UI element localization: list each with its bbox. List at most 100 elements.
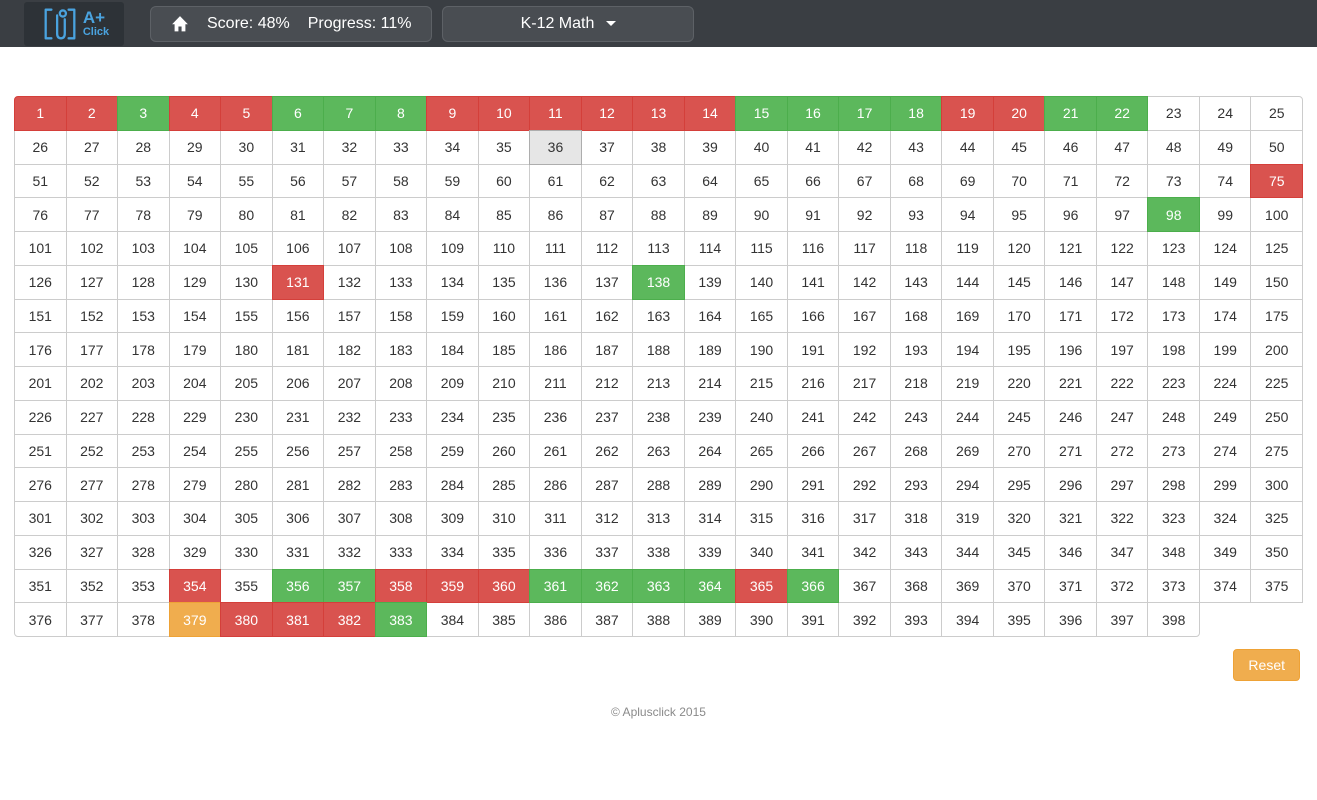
problem-cell[interactable]: 382: [323, 602, 376, 637]
problem-cell[interactable]: 395: [992, 602, 1046, 637]
problem-cell[interactable]: 276: [14, 467, 67, 502]
problem-cell[interactable]: 78: [117, 197, 170, 232]
problem-cell[interactable]: 223: [1147, 366, 1200, 401]
problem-cell[interactable]: 333: [374, 534, 428, 570]
problem-cell[interactable]: 264: [683, 433, 737, 469]
problem-cell[interactable]: 176: [14, 332, 67, 367]
problem-cell[interactable]: 148: [1147, 264, 1200, 300]
problem-cell[interactable]: 296: [1044, 467, 1097, 502]
problem-cell[interactable]: 294: [941, 467, 994, 502]
problem-cell[interactable]: 355: [220, 568, 273, 604]
problem-cell[interactable]: 127: [65, 264, 119, 300]
problem-cell[interactable]: 57: [323, 163, 376, 199]
problem-cell[interactable]: 371: [1044, 568, 1097, 604]
problem-cell[interactable]: 326: [14, 534, 67, 570]
problem-cell[interactable]: 141: [786, 264, 840, 300]
problem-cell[interactable]: 196: [1044, 332, 1097, 367]
problem-cell[interactable]: 301: [14, 501, 67, 536]
problem-cell[interactable]: 394: [941, 602, 994, 637]
problem-cell[interactable]: 45: [992, 129, 1046, 165]
problem-cell[interactable]: 139: [683, 264, 737, 300]
problem-cell[interactable]: 191: [786, 332, 840, 367]
problem-cell[interactable]: 381: [271, 602, 325, 637]
problem-cell[interactable]: 82: [323, 197, 376, 232]
problem-cell[interactable]: 277: [65, 467, 119, 502]
problem-cell[interactable]: 180: [220, 332, 273, 367]
problem-cell[interactable]: 299: [1198, 467, 1252, 502]
problem-cell[interactable]: 282: [323, 467, 376, 502]
problem-cell[interactable]: 321: [1044, 501, 1097, 536]
problem-cell[interactable]: 246: [1044, 399, 1097, 435]
problem-cell[interactable]: 194: [941, 332, 994, 367]
problem-cell[interactable]: 334: [426, 534, 479, 570]
problem-cell[interactable]: 363: [632, 568, 685, 604]
problem-cell[interactable]: 361: [529, 568, 582, 604]
problem-cell[interactable]: 89: [683, 197, 737, 232]
problem-cell[interactable]: 362: [580, 568, 634, 604]
problem-cell[interactable]: 298: [1147, 467, 1200, 502]
problem-cell[interactable]: 96: [1044, 197, 1097, 232]
problem-cell[interactable]: 142: [838, 264, 891, 300]
problem-cell[interactable]: 226: [14, 399, 67, 435]
problem-cell[interactable]: 2: [65, 96, 119, 131]
problem-cell[interactable]: 358: [374, 568, 428, 604]
problem-cell[interactable]: 336: [529, 534, 582, 570]
problem-cell[interactable]: 271: [1044, 433, 1097, 469]
problem-cell[interactable]: 244: [941, 399, 994, 435]
problem-cell[interactable]: 130: [220, 264, 273, 300]
problem-cell[interactable]: 34: [426, 129, 479, 165]
problem-cell[interactable]: 198: [1147, 332, 1200, 367]
problem-cell[interactable]: 67: [838, 163, 891, 199]
problem-cell[interactable]: 184: [426, 332, 479, 367]
problem-cell[interactable]: 134: [426, 264, 479, 300]
problem-cell[interactable]: 273: [1147, 433, 1200, 469]
problem-cell[interactable]: 297: [1095, 467, 1149, 502]
problem-cell[interactable]: 151: [14, 298, 67, 334]
problem-cell[interactable]: 206: [271, 366, 325, 401]
problem-cell[interactable]: 84: [426, 197, 479, 232]
problem-cell[interactable]: 109: [426, 231, 479, 266]
problem-cell[interactable]: 250: [1250, 399, 1303, 435]
problem-cell[interactable]: 235: [477, 399, 531, 435]
home-button[interactable]: [171, 15, 189, 33]
problem-cell[interactable]: 49: [1198, 129, 1252, 165]
problem-cell[interactable]: 272: [1095, 433, 1149, 469]
problem-cell[interactable]: 85: [477, 197, 531, 232]
problem-cell[interactable]: 21: [1044, 96, 1097, 131]
problem-cell[interactable]: 46: [1044, 129, 1097, 165]
problem-cell[interactable]: 372: [1095, 568, 1149, 604]
problem-cell[interactable]: 204: [168, 366, 222, 401]
problem-cell[interactable]: 24: [1198, 96, 1252, 131]
problem-cell[interactable]: 238: [632, 399, 685, 435]
problem-cell[interactable]: 257: [323, 433, 376, 469]
problem-cell[interactable]: 315: [735, 501, 788, 536]
problem-cell[interactable]: 343: [889, 534, 943, 570]
problem-cell[interactable]: 135: [477, 264, 531, 300]
problem-cell[interactable]: 360: [477, 568, 531, 604]
problem-cell[interactable]: 344: [941, 534, 994, 570]
problem-cell[interactable]: 384: [426, 602, 479, 637]
problem-cell[interactable]: 232: [323, 399, 376, 435]
problem-cell[interactable]: 167: [838, 298, 891, 334]
problem-cell[interactable]: 177: [65, 332, 119, 367]
problem-cell[interactable]: 377: [65, 602, 119, 637]
problem-cell[interactable]: 38: [632, 129, 685, 165]
problem-cell[interactable]: 348: [1147, 534, 1200, 570]
problem-cell[interactable]: 386: [529, 602, 582, 637]
problem-cell[interactable]: 23: [1147, 96, 1200, 131]
problem-cell[interactable]: 172: [1095, 298, 1149, 334]
problem-cell[interactable]: 69: [941, 163, 994, 199]
problem-cell[interactable]: 79: [168, 197, 222, 232]
problem-cell[interactable]: 274: [1198, 433, 1252, 469]
problem-cell[interactable]: 119: [941, 231, 994, 266]
problem-cell[interactable]: 160: [477, 298, 531, 334]
problem-cell[interactable]: 278: [117, 467, 170, 502]
problem-cell[interactable]: 137: [580, 264, 634, 300]
problem-cell[interactable]: 91: [786, 197, 840, 232]
problem-cell[interactable]: 393: [889, 602, 943, 637]
problem-cell[interactable]: 29: [168, 129, 222, 165]
problem-cell[interactable]: 259: [426, 433, 479, 469]
problem-cell[interactable]: 390: [735, 602, 788, 637]
problem-cell[interactable]: 350: [1250, 534, 1303, 570]
problem-cell[interactable]: 253: [117, 433, 170, 469]
